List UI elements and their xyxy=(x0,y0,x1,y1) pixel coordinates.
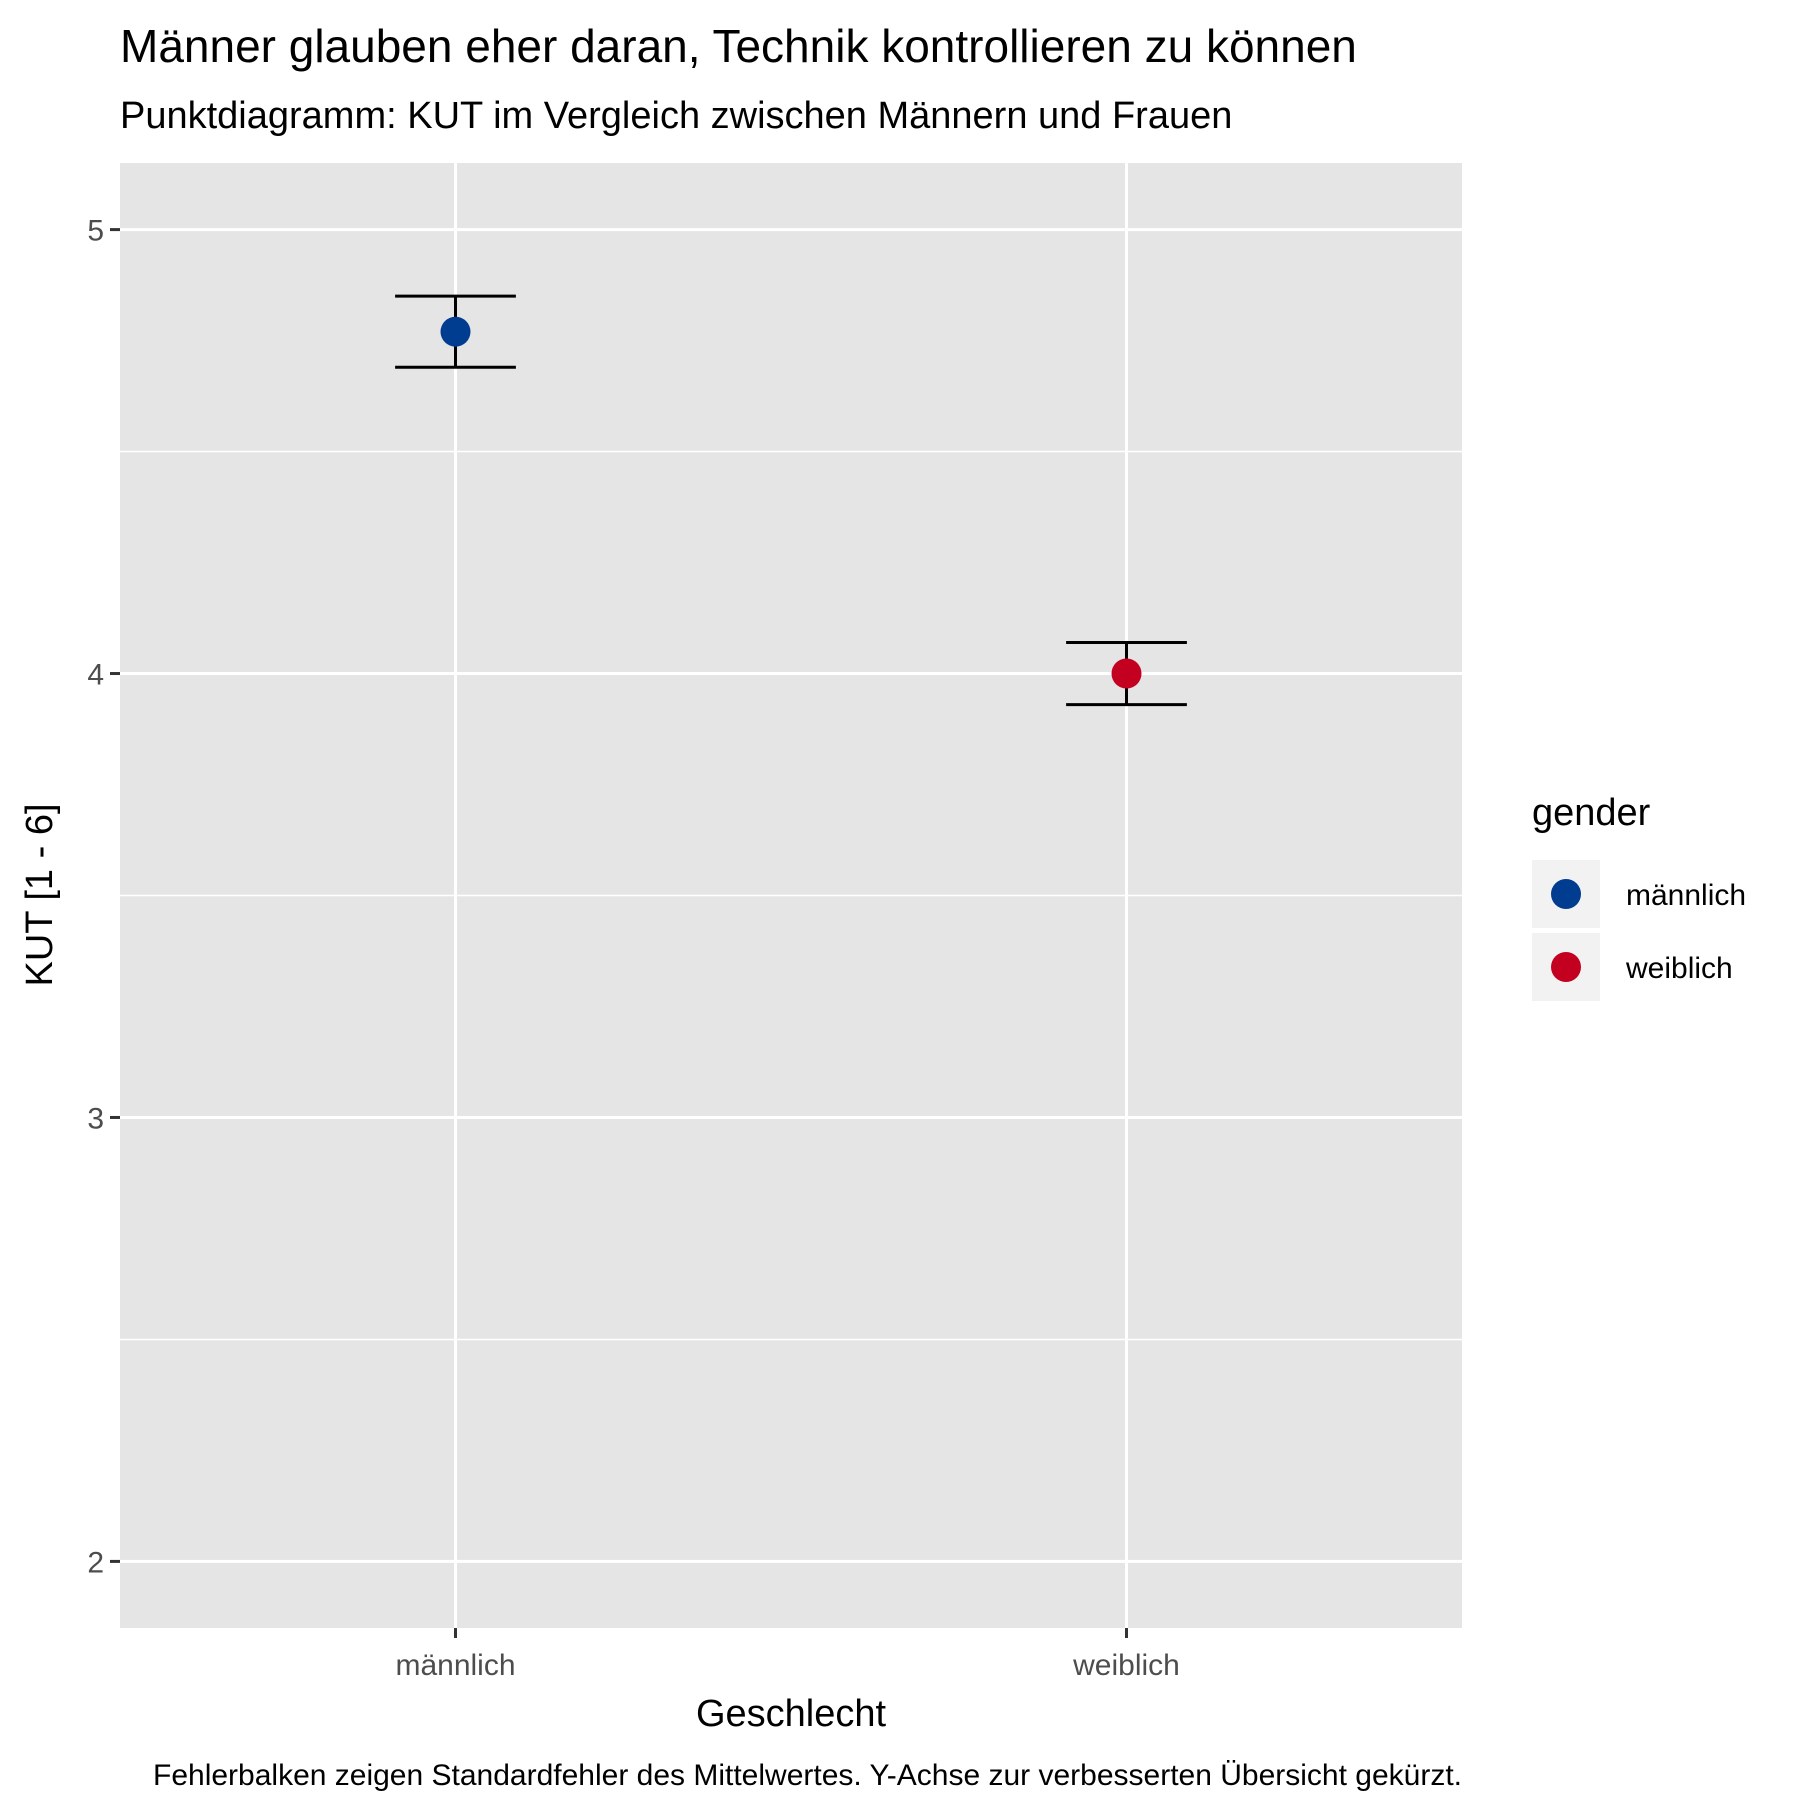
legend-swatch xyxy=(1551,879,1581,909)
x-tick-label: weiblich xyxy=(1072,1649,1180,1682)
axes: 2 3 4 5 männlich weiblich xyxy=(87,215,1180,1682)
chart-caption: Fehlerbalken zeigen Standardfehler des M… xyxy=(153,1759,1462,1792)
x-tick-label: männlich xyxy=(395,1649,515,1682)
y-tick-label: 2 xyxy=(87,1546,104,1579)
legend: männlich weiblich xyxy=(1532,860,1746,1001)
x-axis-title: Geschlecht xyxy=(696,1693,887,1735)
y-tick-label: 5 xyxy=(87,215,104,248)
legend-label: männlich xyxy=(1626,879,1746,912)
legend-label: weiblich xyxy=(1625,952,1733,985)
chart-title: Männer glauben eher daran, Technik kontr… xyxy=(120,20,1357,72)
legend-swatch xyxy=(1551,952,1581,982)
data-point xyxy=(440,316,471,347)
y-tick-label: 3 xyxy=(87,1102,104,1135)
y-axis-title: KUT [1 - 6] xyxy=(19,803,61,986)
y-tick-label: 4 xyxy=(87,659,104,692)
grid-lines xyxy=(120,163,1462,1628)
data-marks xyxy=(395,294,1187,707)
chart-subtitle: Punktdiagramm: KUT im Vergleich zwischen… xyxy=(120,95,1232,137)
data-point xyxy=(1111,658,1142,689)
legend-title: gender xyxy=(1532,792,1651,834)
